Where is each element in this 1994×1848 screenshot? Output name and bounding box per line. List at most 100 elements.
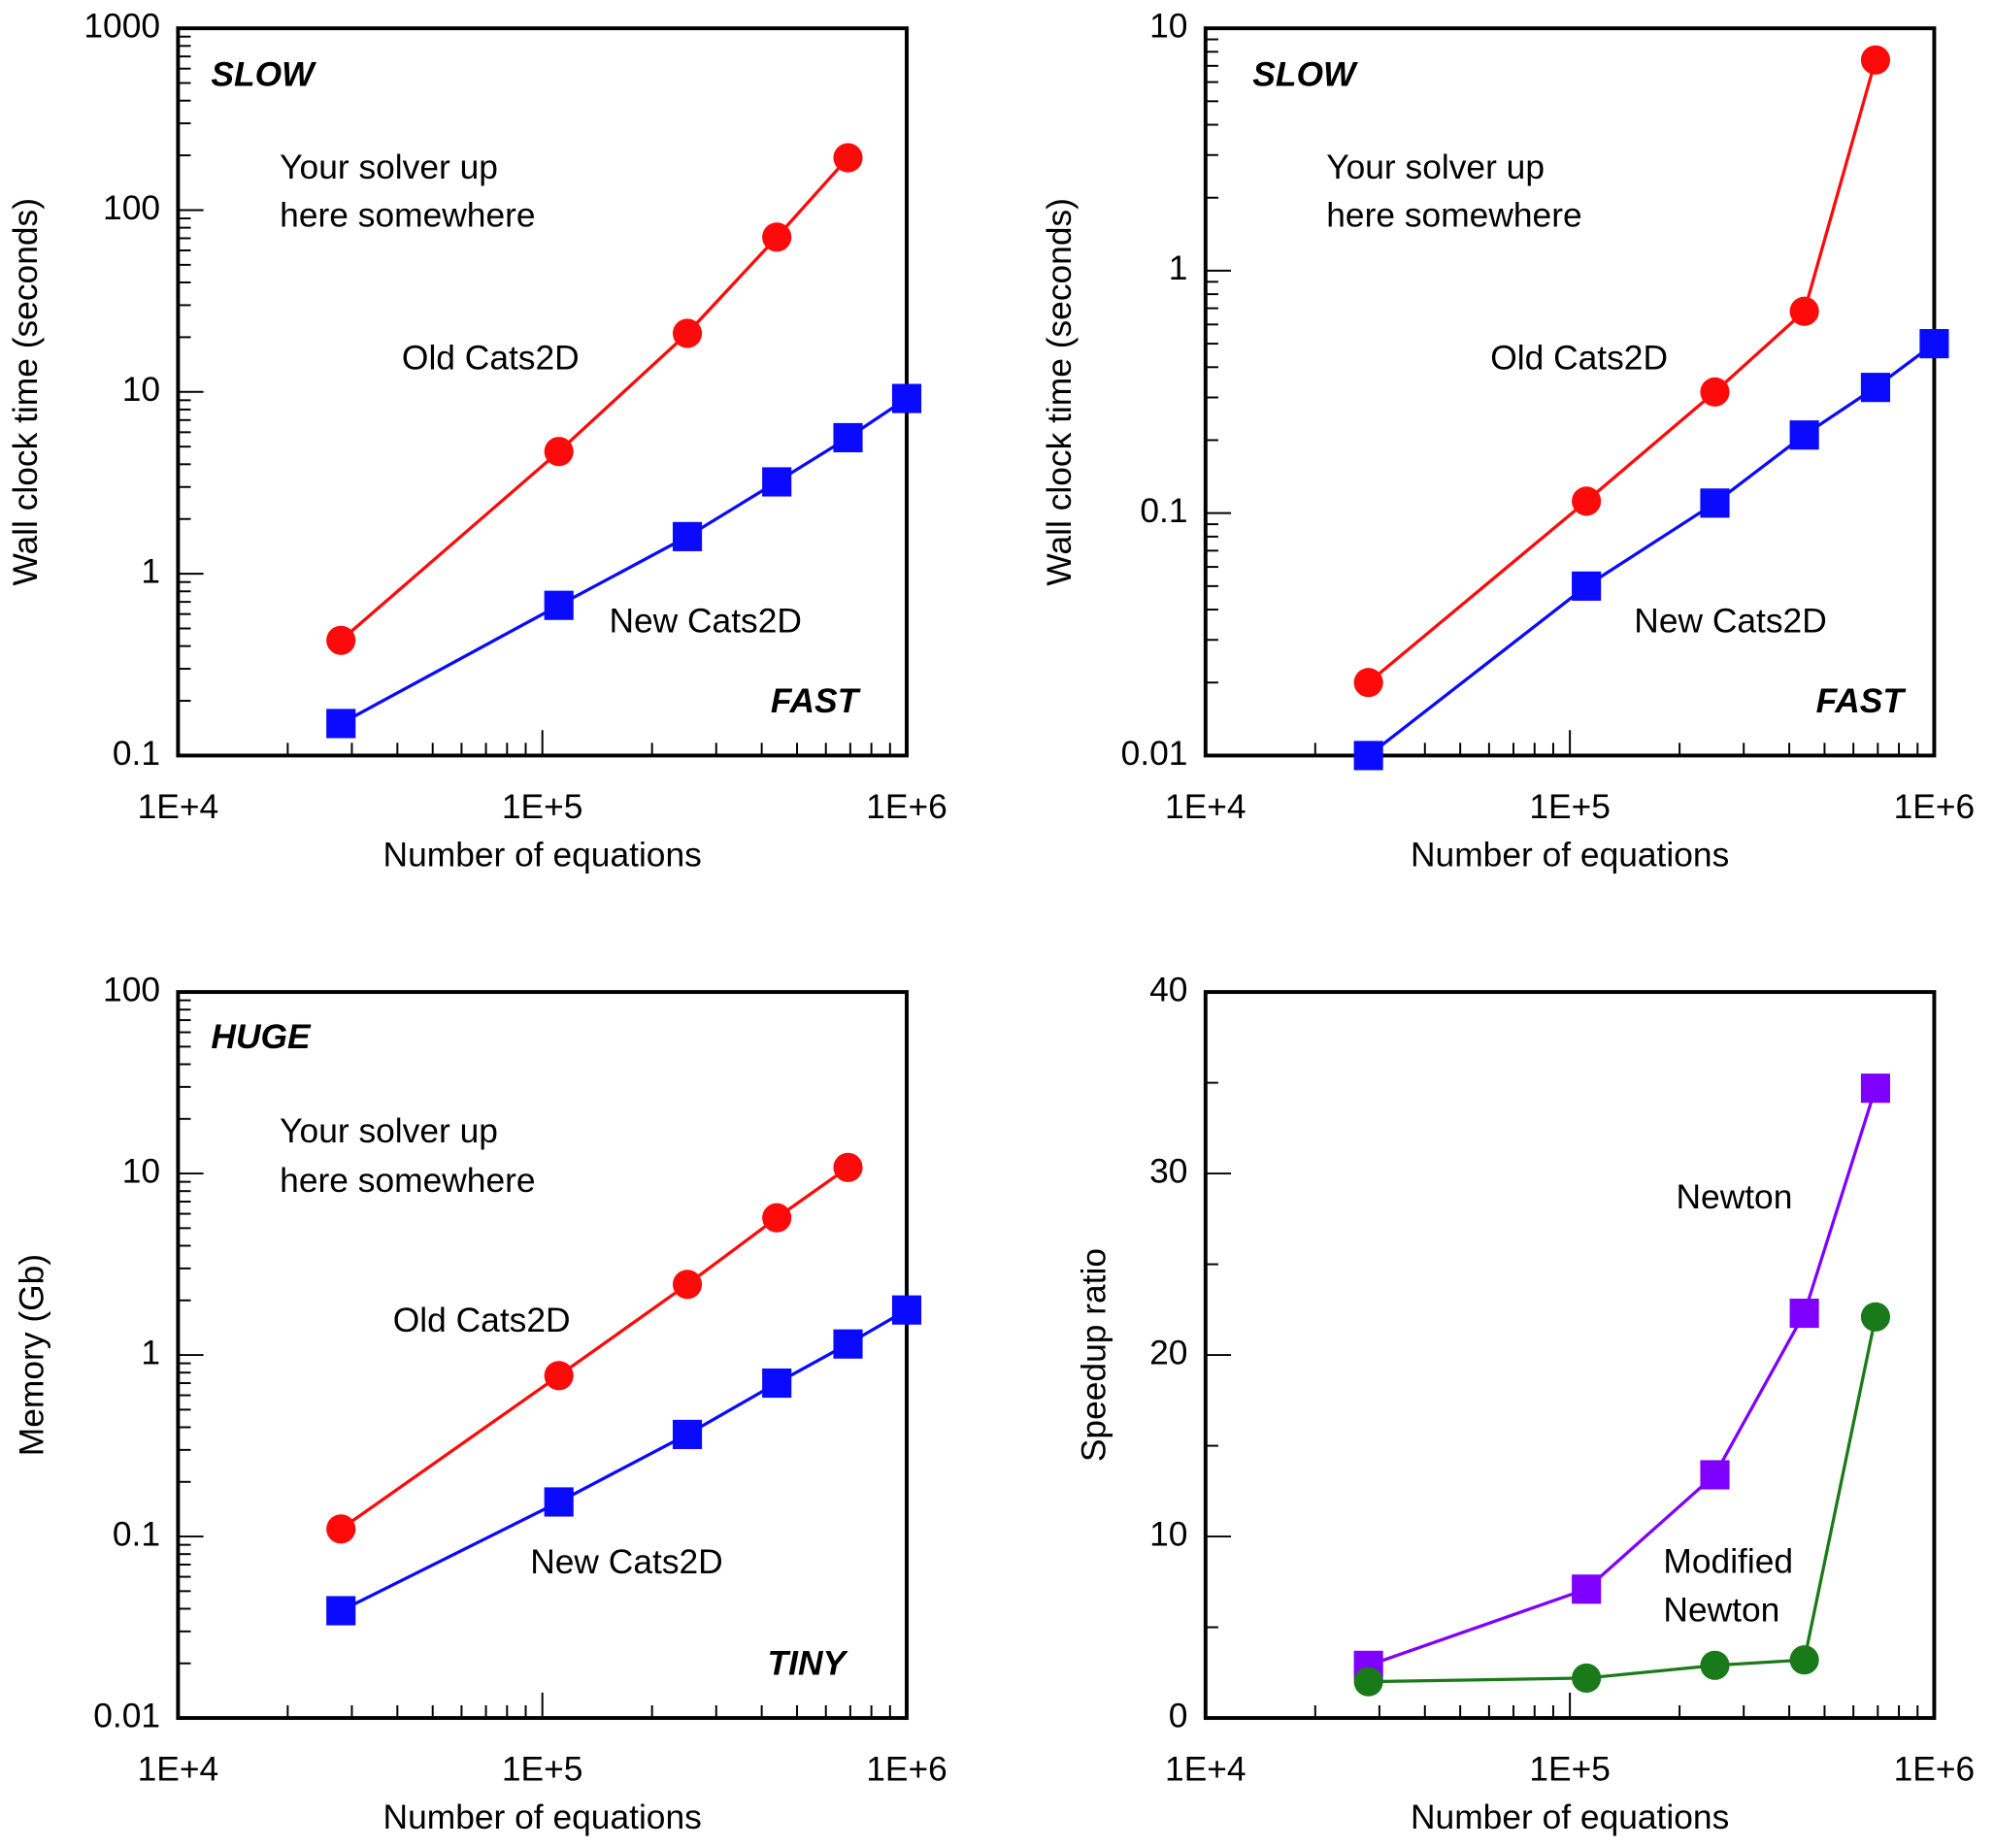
square-marker	[672, 1419, 703, 1449]
square-marker	[1700, 1460, 1730, 1490]
square-marker	[326, 709, 356, 739]
y-axis-label: Speedup ratio	[1076, 1248, 1113, 1462]
series-label-line: Newton	[1663, 1592, 1779, 1630]
square-marker	[1860, 373, 1891, 403]
square-marker	[833, 422, 863, 453]
circle-marker	[544, 1361, 574, 1391]
square-marker	[326, 1596, 356, 1626]
x-tick-label: 1E+5	[1529, 788, 1611, 826]
plot-frame	[1203, 990, 1937, 1721]
series-label: Old Cats2D	[1490, 339, 1668, 377]
x-axis-label: Number of equations	[1411, 1798, 1729, 1836]
x-axis-label: Number of equations	[383, 1798, 702, 1836]
circle-marker	[326, 625, 356, 655]
circle-marker	[1860, 1302, 1891, 1332]
circle-marker	[1700, 377, 1730, 407]
square-marker	[1353, 741, 1383, 771]
square-marker	[1572, 571, 1602, 601]
circle-marker	[544, 437, 574, 467]
y-tick-label: 10	[122, 1152, 160, 1190]
square-marker	[1572, 1574, 1602, 1604]
square-marker	[891, 1295, 922, 1325]
annotation: Your solver up	[280, 1112, 498, 1150]
circle-marker	[1700, 1650, 1730, 1680]
square-marker	[1860, 1073, 1891, 1104]
plot-frame	[176, 26, 909, 758]
x-axis-label: Number of equations	[383, 837, 702, 874]
series-label: Old Cats2D	[393, 1302, 571, 1339]
series-label: Newton	[1677, 1178, 1793, 1216]
square-marker	[891, 383, 922, 413]
circle-marker	[1789, 1645, 1819, 1675]
circle-marker	[672, 318, 703, 348]
x-tick-label: 1E+4	[138, 1750, 219, 1788]
circle-marker	[1572, 1663, 1602, 1693]
y-tick-label: 1	[141, 1334, 160, 1371]
square-marker	[1789, 1298, 1819, 1329]
annotation: FAST	[1816, 682, 1908, 720]
chart-panel: 1E+4 1E+5 1E+6 0.01 0.1 1 10 Number of equation…	[1041, 7, 1975, 874]
square-marker	[1919, 329, 1949, 359]
x-tick-label: 1E+6	[1894, 1750, 1976, 1788]
circle-marker	[1789, 296, 1819, 326]
annotation: here somewhere	[280, 197, 535, 235]
annotation: HUGE	[211, 1018, 312, 1056]
circle-marker	[1353, 668, 1383, 698]
square-marker	[1700, 488, 1730, 518]
x-tick-label: 1E+6	[866, 1750, 947, 1788]
series-label: New Cats2D	[1634, 603, 1826, 641]
circle-marker	[833, 1152, 863, 1182]
y-tick-label: 100	[103, 189, 160, 227]
x-tick-label: 1E+4	[138, 788, 219, 826]
square-marker	[672, 521, 703, 551]
annotation: FAST	[771, 682, 862, 720]
square-marker	[544, 1487, 574, 1517]
y-tick-label: 0	[1169, 1697, 1188, 1734]
series-label: New Cats2D	[609, 603, 801, 641]
square-marker	[762, 467, 792, 497]
y-tick-label: 0.1	[113, 1515, 160, 1553]
square-marker	[762, 1368, 792, 1399]
chart-panel: 1E+4 1E+5 1E+6 0 10 20 30 40 Number of equations…	[1076, 971, 1976, 1836]
circle-marker	[762, 222, 792, 252]
y-axis-label: Wall clock time (seconds)	[1041, 198, 1079, 586]
annotation: SLOW	[1252, 55, 1358, 93]
series-line	[1368, 1316, 1878, 1684]
y-tick-label: 1	[141, 552, 160, 590]
y-tick-label: 0.1	[1140, 492, 1187, 530]
chart-panel: 1E+4 1E+5 1E+6 0.1 1 10 100 1000 Number of equat…	[7, 7, 947, 874]
y-tick-label: 10	[1149, 7, 1187, 45]
annotation: TINY	[768, 1645, 849, 1683]
x-tick-label: 1E+4	[1165, 1750, 1246, 1788]
circle-marker	[1860, 45, 1891, 75]
circle-marker	[1353, 1666, 1383, 1697]
annotation: Your solver up	[280, 148, 498, 186]
y-tick-label: 10	[122, 371, 160, 409]
y-tick-label: 20	[1149, 1334, 1187, 1371]
square-marker	[1789, 420, 1819, 450]
y-tick-label: 1000	[83, 7, 160, 45]
x-tick-label: 1E+6	[866, 788, 947, 826]
series-label: New Cats2D	[530, 1543, 722, 1581]
plot-frame	[176, 990, 909, 1721]
chart-panel: 1E+4 1E+5 1E+6 0.01 0.1 1 10 100 Number of equat…	[14, 971, 947, 1836]
annotation: here somewhere	[1326, 197, 1581, 235]
annotation: Your solver up	[1326, 148, 1545, 186]
annotation: here somewhere	[280, 1162, 535, 1200]
y-tick-label: 0.01	[93, 1697, 160, 1734]
y-tick-label: 30	[1149, 1152, 1187, 1190]
y-tick-label: 0.01	[1121, 735, 1188, 773]
annotation: SLOW	[211, 55, 316, 93]
y-axis-label: Wall clock time (seconds)	[7, 198, 45, 586]
square-marker	[833, 1329, 863, 1359]
circle-marker	[326, 1514, 356, 1544]
x-tick-label: 1E+5	[1529, 1750, 1611, 1788]
x-tick-label: 1E+5	[502, 1750, 583, 1788]
x-tick-label: 1E+5	[502, 788, 583, 826]
y-tick-label: 100	[103, 971, 160, 1008]
x-tick-label: 1E+6	[1894, 788, 1976, 826]
plot-frame	[1203, 26, 1937, 758]
circle-marker	[833, 143, 863, 173]
